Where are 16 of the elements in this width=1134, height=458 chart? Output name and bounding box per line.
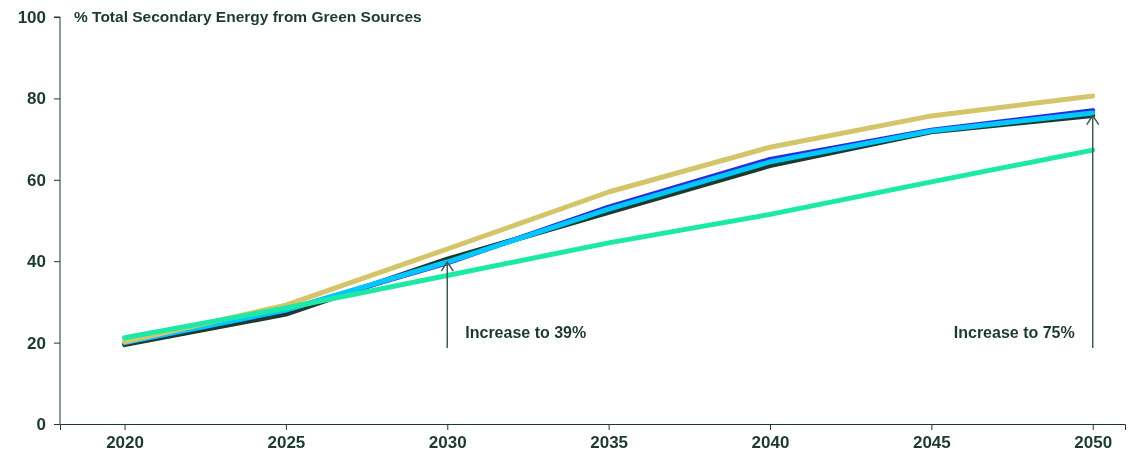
annotation: Increase to 39% (465, 324, 587, 341)
y-tick-label: 0 (36, 414, 46, 434)
chart-title: % Total Secondary Energy from Green Sources (74, 8, 422, 25)
x-tick-label: 2050 (1074, 433, 1113, 453)
x-tick-label: 2040 (751, 433, 790, 453)
x-tick-label: 2035 (590, 433, 629, 453)
annotation: Increase to 75% (953, 324, 1075, 341)
x-tick-label: 2020 (106, 433, 144, 453)
y-tick-label: 20 (27, 333, 46, 353)
x-tick-label: 2030 (428, 433, 467, 453)
x-tick-label: 2045 (912, 433, 951, 453)
y-tick-label: 100 (17, 7, 46, 27)
y-tick-label: 60 (27, 170, 46, 190)
y-tick-label: 80 (27, 89, 46, 109)
x-tick-label: 2025 (267, 433, 306, 453)
y-tick-label: 40 (27, 252, 46, 272)
